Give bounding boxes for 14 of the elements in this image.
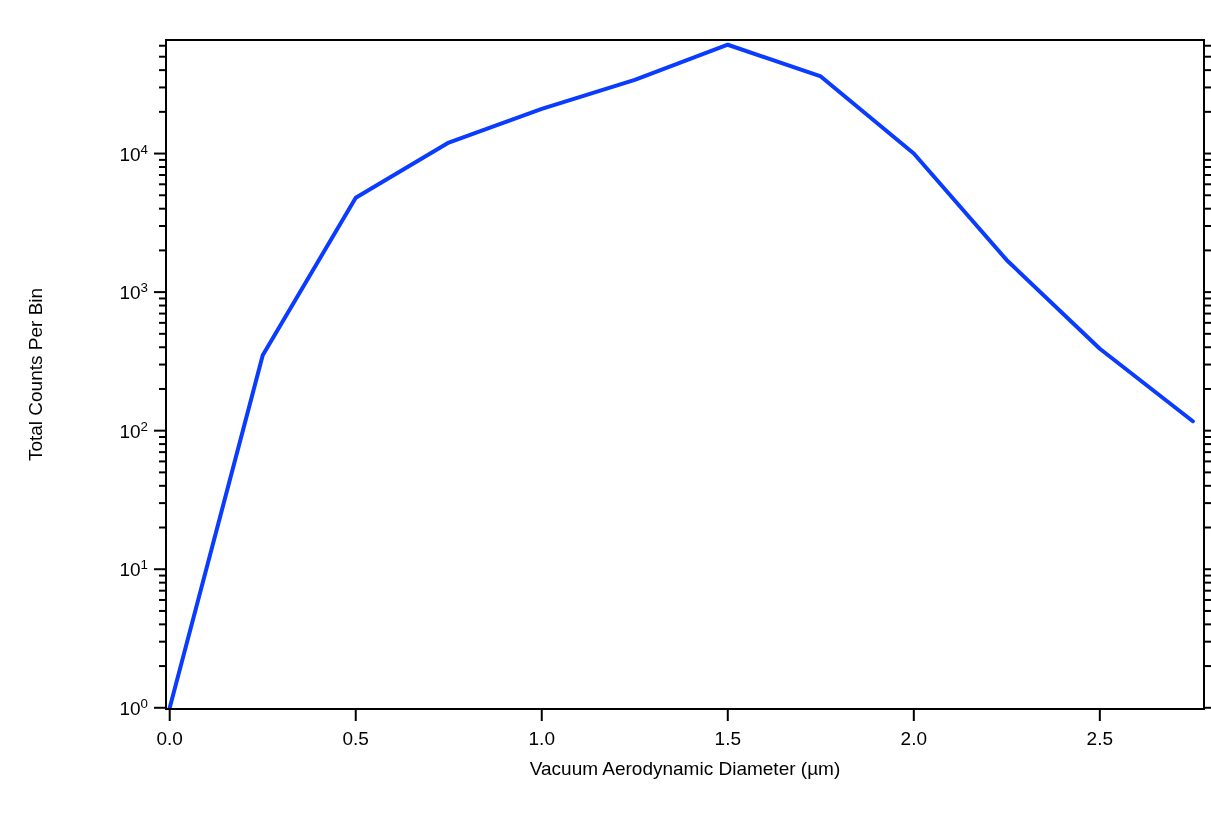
x-tick-label: 0.0 [156, 728, 183, 749]
x-tick-label: 1.0 [528, 728, 555, 749]
y-tick-label: 10$^{2}$ [119, 418, 148, 442]
y-tick-label: 10$^{3}$ [119, 279, 148, 304]
x-tick-label: 0.5 [342, 728, 369, 749]
y-tick-label: 10$^{4}$ [119, 141, 148, 165]
x-tick-label: 2.0 [900, 728, 928, 749]
x-tick-label: 1.5 [714, 728, 741, 749]
y-tick-label: 10$^{1}$ [119, 556, 148, 581]
x-tick-label: 2.5 [1086, 728, 1114, 749]
x-axis-title: Vacuum Aerodynamic Diameter (µm) [529, 758, 841, 779]
line-series [167, 42, 1195, 710]
y-axis-title: Total Counts Per Bin [25, 287, 46, 462]
y-tick-label: 10$^{0}$ [119, 695, 148, 719]
